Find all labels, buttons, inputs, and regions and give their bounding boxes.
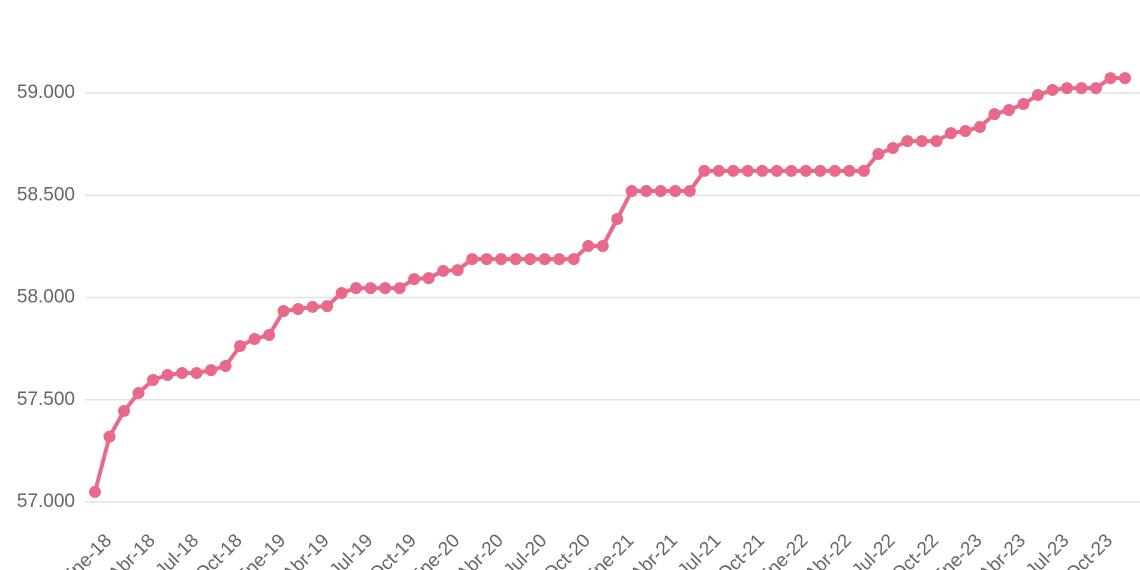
point (988, 108, 1001, 121)
point (321, 300, 334, 313)
point (915, 135, 928, 148)
point (538, 253, 551, 266)
point (422, 272, 435, 285)
point (625, 184, 638, 197)
point (930, 135, 943, 148)
point (1046, 83, 1059, 96)
point (886, 142, 899, 155)
y-tick-label: 57.000 (17, 491, 75, 512)
point (495, 253, 508, 266)
x-tick-label: Abr-23 (975, 530, 1030, 570)
point (567, 253, 580, 266)
x-tick-label: Oct-22 (888, 530, 943, 570)
point (712, 164, 725, 177)
point (1075, 82, 1088, 95)
point (901, 135, 914, 148)
y-tick-label: 57.500 (17, 389, 75, 410)
point (1060, 82, 1073, 95)
point (89, 485, 101, 498)
x-tick-label: Jul-19 (326, 530, 377, 570)
point (379, 282, 392, 295)
point (190, 366, 203, 379)
point (248, 333, 261, 346)
point (843, 164, 856, 177)
point (263, 328, 276, 341)
point (828, 164, 841, 177)
line (93, 76, 1125, 493)
point (103, 430, 116, 443)
point (872, 147, 885, 160)
point (132, 387, 145, 400)
x-tick-label: Jul-18 (152, 530, 203, 570)
point (451, 264, 464, 277)
point (292, 302, 305, 315)
x-tick-label: Abr-21 (627, 530, 682, 570)
x-tick-label: Oct-18 (191, 530, 246, 570)
point (350, 282, 363, 295)
y-tick-label: 58.000 (17, 287, 75, 308)
point (654, 184, 667, 197)
y-tick-label: 58.500 (17, 184, 75, 205)
point (364, 282, 377, 295)
point (814, 164, 827, 177)
x-tick-label: Abr-18 (104, 530, 159, 570)
point (959, 125, 972, 138)
point (799, 164, 812, 177)
point (596, 239, 609, 252)
point (147, 373, 160, 386)
x-tick-label: Jul-20 (500, 530, 551, 570)
point (1017, 98, 1030, 111)
point (1119, 72, 1131, 85)
point (509, 253, 522, 266)
point (393, 282, 406, 295)
x-tick-label: Oct-20 (540, 530, 595, 570)
point (480, 253, 493, 266)
x-tick-label: Oct-23 (1062, 530, 1117, 570)
x-tick-label: Jul-21 (674, 530, 725, 570)
point (944, 127, 957, 140)
x-tick-label: Oct-19 (366, 530, 421, 570)
point (727, 164, 740, 177)
point (973, 120, 986, 133)
point (118, 405, 131, 418)
point (335, 287, 348, 300)
point (466, 253, 479, 266)
point (1089, 82, 1102, 95)
x-tick-label: Oct-21 (714, 530, 769, 570)
point (582, 239, 595, 252)
point (611, 212, 624, 225)
point (640, 184, 653, 197)
x-tick-label: Ene-18 (58, 530, 116, 570)
point (176, 366, 189, 379)
point (1002, 103, 1015, 116)
x-tick-label: Abr-19 (279, 530, 334, 570)
point (785, 164, 798, 177)
point (756, 164, 769, 177)
point (669, 184, 682, 197)
x-tick-label: Abr-20 (453, 530, 508, 570)
point (698, 164, 711, 177)
point (524, 253, 537, 266)
point (553, 253, 566, 266)
point (205, 364, 218, 377)
point (408, 273, 421, 286)
point (161, 369, 174, 382)
x-tick-label: Jul-23 (1022, 530, 1073, 570)
x-tick-label: Jul-22 (848, 530, 899, 570)
point (219, 360, 232, 373)
point (1104, 72, 1117, 85)
point (277, 305, 290, 318)
x-tick-label: Abr-22 (801, 530, 856, 570)
point (770, 164, 783, 177)
y-tick-label: 59.000 (17, 82, 75, 103)
point (234, 339, 247, 352)
point (437, 264, 450, 277)
point (683, 184, 696, 197)
point (741, 164, 754, 177)
point (306, 300, 319, 313)
point (857, 164, 870, 177)
point (1031, 89, 1044, 102)
